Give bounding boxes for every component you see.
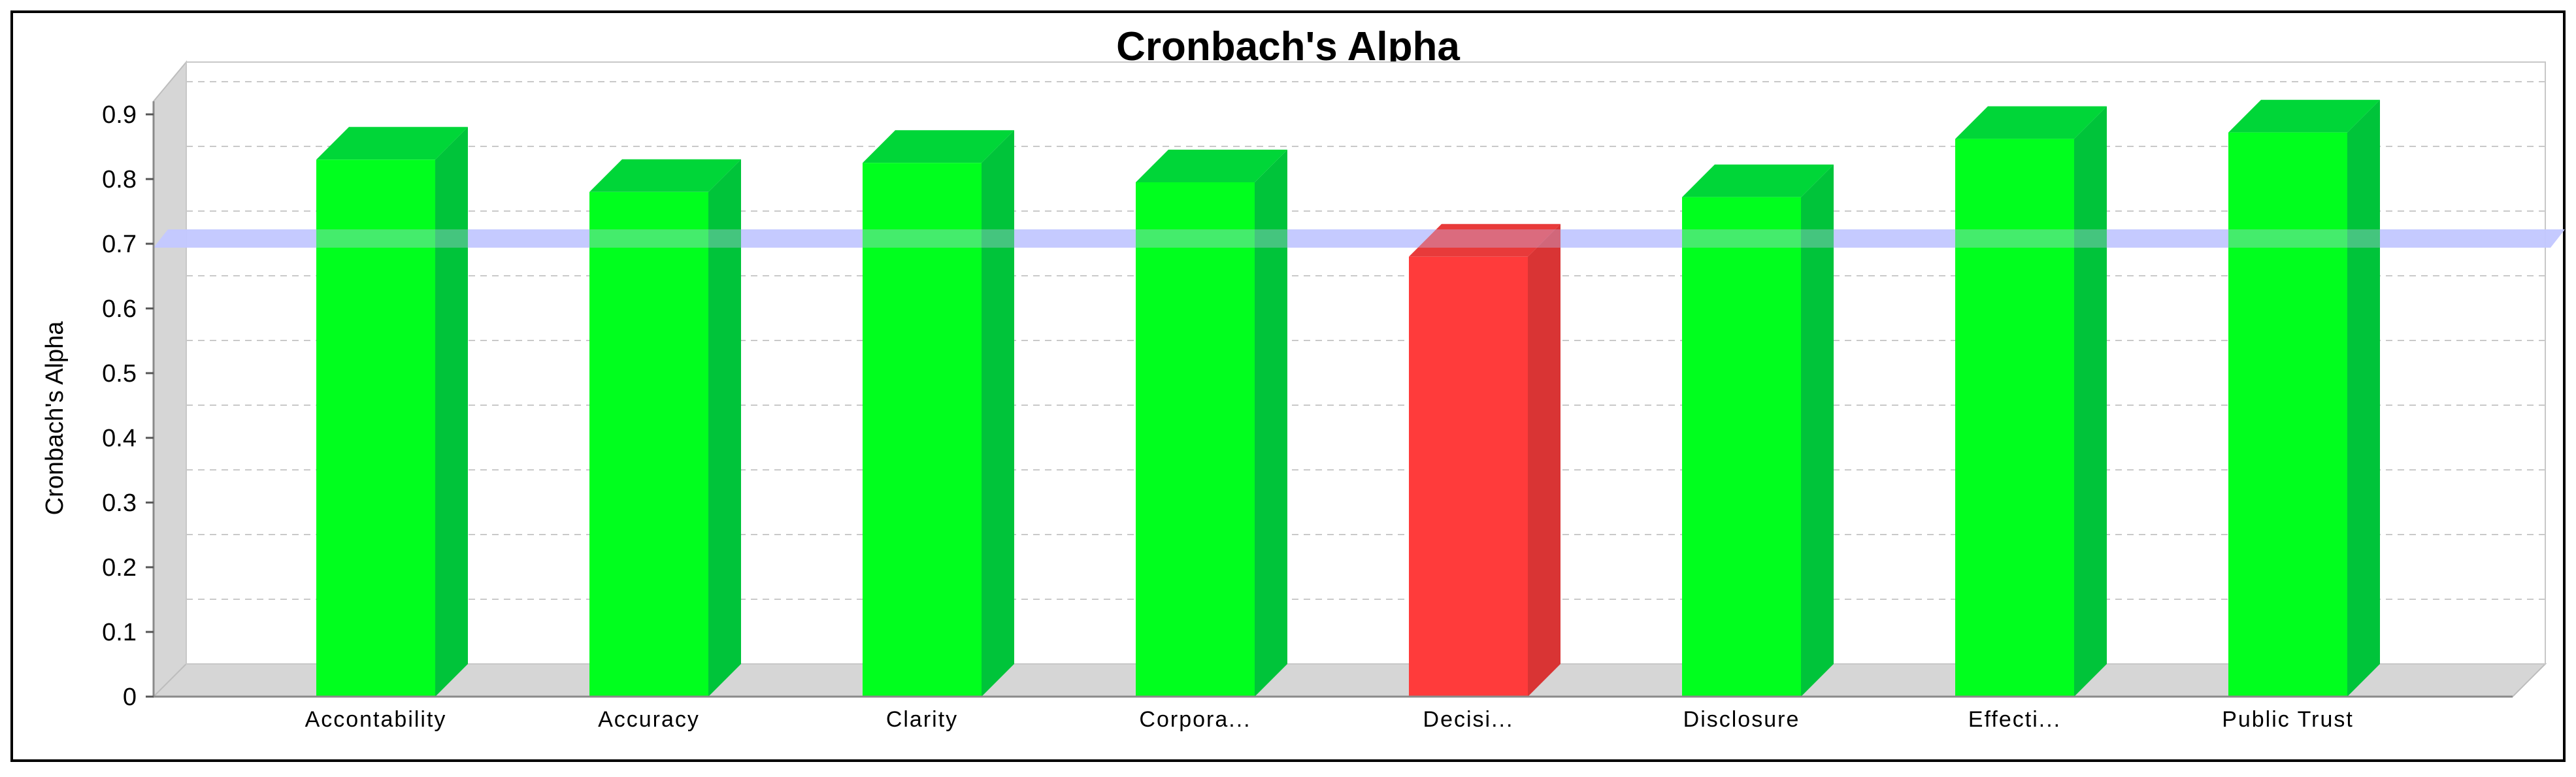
bar-1	[589, 159, 741, 697]
y-axis-label: Cronbach's Alpha	[41, 321, 69, 516]
bar-2	[863, 130, 1014, 697]
bar-side	[1801, 164, 1834, 697]
x-tick-label: Corpora...	[1139, 707, 1251, 732]
bar-top	[1409, 223, 1560, 257]
plot-background	[152, 60, 2547, 699]
bar-top	[1955, 106, 2107, 139]
bar-front	[1682, 197, 1801, 697]
y-tick-label: 0.5	[102, 360, 137, 388]
x-tick-label: Accontability	[305, 707, 447, 732]
bar-side	[708, 159, 741, 697]
bar-top	[316, 127, 468, 160]
bar-side	[982, 130, 1014, 697]
x-tick-label: Disclosure	[1683, 707, 1800, 732]
y-axis-ticks: 0 0.1 0.2 0.3 0.4 0.5 0.6 0.7 0.8 0.9	[102, 101, 155, 711]
x-tick-label: Accuracy	[598, 707, 700, 732]
bar-top	[863, 130, 1014, 163]
gridlines	[186, 81, 2545, 600]
y-tick-label: 0.7	[102, 231, 137, 258]
threshold-band-overlay	[154, 229, 2565, 248]
x-tick-label: Clarity	[886, 707, 958, 732]
y-tick-label: 0.8	[102, 166, 137, 193]
bar-top	[1136, 149, 1287, 182]
bar-front	[2228, 132, 2347, 697]
bar-7	[2228, 99, 2380, 697]
bar-front	[1955, 139, 2074, 697]
y-tick-label: 0.3	[102, 489, 137, 517]
floor	[152, 663, 2547, 697]
bar-side	[435, 127, 468, 697]
y-tick-label: 0.9	[102, 101, 137, 129]
y-tick-label: 0.1	[102, 619, 137, 646]
bar-side	[1255, 149, 1287, 697]
bar-side	[2074, 106, 2107, 697]
left-wall	[153, 60, 187, 699]
bar-top	[2228, 99, 2380, 133]
x-tick-label: Decisi...	[1423, 707, 1514, 732]
bar-front	[316, 159, 435, 697]
bar-6	[1955, 106, 2107, 697]
x-tick-label: Public Trust	[2222, 707, 2354, 732]
x-axis-ticks: Accontability Accuracy Clarity Corpora... De…	[154, 695, 2513, 732]
back-wall	[186, 61, 2546, 665]
bar-front	[1136, 182, 1255, 697]
y-tick-label: 0.2	[102, 554, 137, 582]
bar-top	[1682, 164, 1834, 197]
y-tick-label: 0	[123, 684, 137, 711]
bar-3	[1136, 149, 1287, 697]
bar-side	[1528, 223, 1560, 697]
y-tick-label: 0.4	[102, 425, 137, 452]
bar-front	[589, 191, 708, 697]
bar-5	[1682, 164, 1834, 697]
bar-front	[1409, 256, 1528, 697]
y-tick-label: 0.6	[102, 295, 137, 323]
bar-top	[589, 159, 741, 192]
bar-0	[316, 127, 468, 697]
bar-4	[1409, 223, 1560, 697]
bar-front	[863, 163, 982, 697]
bar-side	[2347, 99, 2380, 697]
bars	[154, 99, 2565, 697]
x-tick-label: Effecti...	[1968, 707, 2061, 732]
